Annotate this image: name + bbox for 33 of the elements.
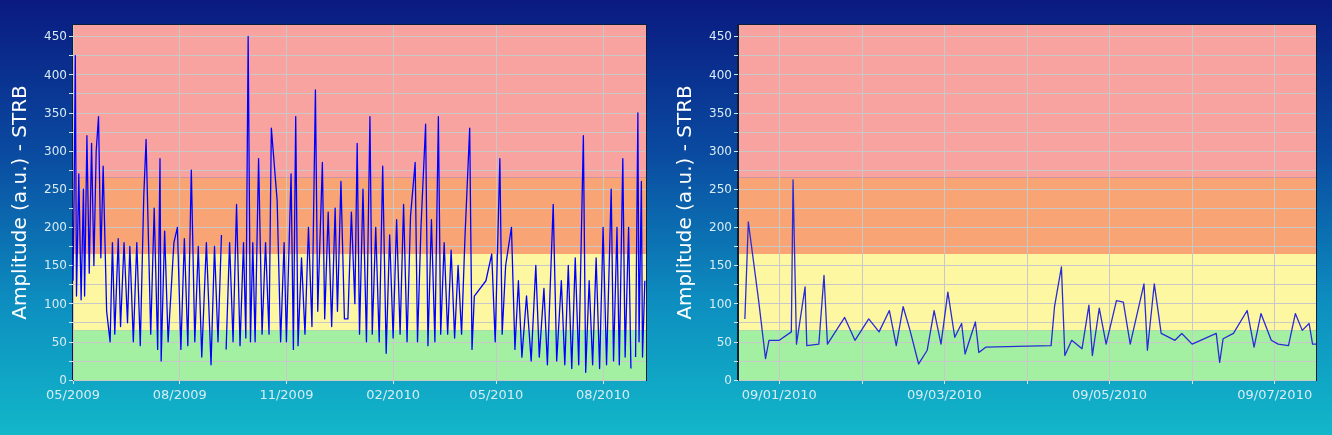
x-tick-label: 09/01/2010: [741, 387, 817, 402]
y-tick-label: 150: [709, 258, 732, 273]
y-tick-label: 0: [724, 373, 732, 387]
y-tick-label: 150: [44, 258, 67, 273]
y-tick-label: 200: [709, 220, 732, 235]
y-axis-title: Amplitude (a.u.) - STRB: [7, 85, 31, 320]
y-tick-label: 400: [709, 67, 732, 82]
y-tick-label: 200: [44, 220, 67, 235]
x-tick-label: 02/2010: [366, 387, 421, 402]
x-tick-label: 05/2010: [469, 387, 524, 402]
x-tick-label: 08/2010: [576, 387, 631, 402]
y-tick-label: 450: [44, 29, 67, 44]
y-tick-label: 350: [709, 105, 732, 120]
x-tick-label: 11/2009: [259, 387, 314, 402]
y-tick-label: 350: [44, 105, 67, 120]
line-series: [744, 179, 1317, 365]
x-tick-label: 05/2009: [45, 387, 101, 402]
y-tick-label: 300: [709, 143, 732, 158]
x-tick-label: 08/2009: [152, 387, 207, 402]
x-tick-label: 09/07/2010: [1237, 387, 1313, 402]
y-tick-label: 50: [716, 334, 732, 349]
y-tick-label: 250: [709, 182, 732, 197]
y-tick-label: 300: [44, 143, 67, 158]
y-tick-label: 250: [44, 182, 67, 197]
y-tick-label: 400: [44, 67, 67, 82]
x-tick-label: 09/03/2010: [906, 387, 982, 402]
y-tick-label: 100: [44, 296, 67, 311]
y-tick-label: 450: [709, 29, 732, 44]
y-tick-label: 100: [709, 296, 732, 311]
y-axis-title: Amplitude (a.u.) - STRB: [672, 85, 696, 320]
y-tick-label: 50: [51, 334, 67, 349]
x-tick-label: 09/05/2010: [1072, 387, 1148, 402]
y-tick-label: 0: [59, 373, 67, 387]
